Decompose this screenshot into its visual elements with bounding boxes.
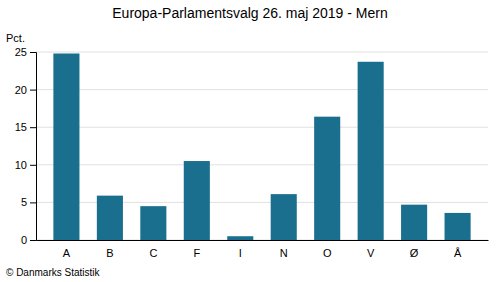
x-tick: N: [280, 247, 288, 259]
grid-line: [36, 164, 488, 165]
x-tick-label: Ø: [410, 247, 419, 259]
x-tick: F: [193, 247, 200, 259]
bars: [53, 54, 470, 240]
grid-line: [36, 127, 488, 128]
y-tick-mark: [30, 52, 36, 53]
bar: [445, 213, 471, 240]
plot: 0 5 10 15 20 25 A B C F I N O V Ø Å: [15, 46, 489, 259]
y-tick-mark: [30, 127, 36, 128]
x-tick: I: [239, 247, 242, 259]
bar: [184, 161, 210, 240]
x-tick-label: O: [323, 247, 332, 259]
y-tick: 20: [15, 84, 36, 96]
footer: © Danmarks Statistik: [6, 267, 101, 278]
y-tick-mark: [30, 165, 36, 166]
x-axis-line: [37, 240, 489, 241]
x-tick-label: A: [63, 247, 71, 259]
x-tick-label: F: [193, 247, 200, 259]
bar: [271, 194, 297, 240]
y-tick-label: 15: [15, 121, 27, 133]
y-tick: 0: [21, 234, 36, 246]
y-axis-label: Pct.: [6, 32, 25, 44]
y-axis: 0 5 10 15 20 25: [15, 46, 37, 246]
x-tick: Å: [454, 247, 462, 259]
bar: [140, 206, 166, 240]
bar: [53, 54, 79, 240]
bar: [227, 236, 253, 240]
bar: [358, 62, 384, 240]
bar: [314, 117, 340, 240]
x-tick: V: [367, 247, 375, 259]
x-tick-label: I: [239, 247, 242, 259]
grid-line: [36, 52, 488, 53]
x-tick-label: N: [280, 247, 288, 259]
y-tick-label: 5: [21, 196, 27, 208]
chart: Europa-Parlamentsvalg 26. maj 2019 - Mer…: [0, 0, 500, 282]
y-tick: 25: [15, 46, 36, 58]
y-tick: 5: [21, 196, 36, 208]
x-tick: O: [323, 247, 332, 259]
x-tick: A: [63, 247, 71, 259]
y-tick-mark: [30, 90, 36, 91]
x-axis: ABCFINOVØÅ: [37, 241, 489, 259]
x-tick-label: C: [149, 247, 157, 259]
x-tick-label: B: [106, 247, 113, 259]
y-tick: 10: [15, 159, 36, 171]
bar: [97, 196, 123, 240]
y-tick-label: 25: [15, 46, 27, 58]
y-tick-mark: [30, 240, 36, 241]
y-tick-label: 0: [21, 234, 27, 246]
grid: [36, 52, 488, 240]
x-tick: C: [149, 247, 157, 259]
y-tick: 15: [15, 121, 36, 133]
x-tick: B: [106, 247, 113, 259]
x-tick: Ø: [410, 247, 419, 259]
y-tick-label: 20: [15, 84, 27, 96]
x-tick-label: Å: [454, 247, 462, 259]
y-tick-mark: [30, 202, 36, 203]
bar: [401, 205, 427, 240]
y-tick-label: 10: [15, 159, 27, 171]
y-axis-line: [30, 53, 37, 241]
x-tick-label: V: [367, 247, 375, 259]
grid-line: [36, 89, 488, 90]
title: Europa-Parlamentsvalg 26. maj 2019 - Mer…: [112, 5, 387, 21]
